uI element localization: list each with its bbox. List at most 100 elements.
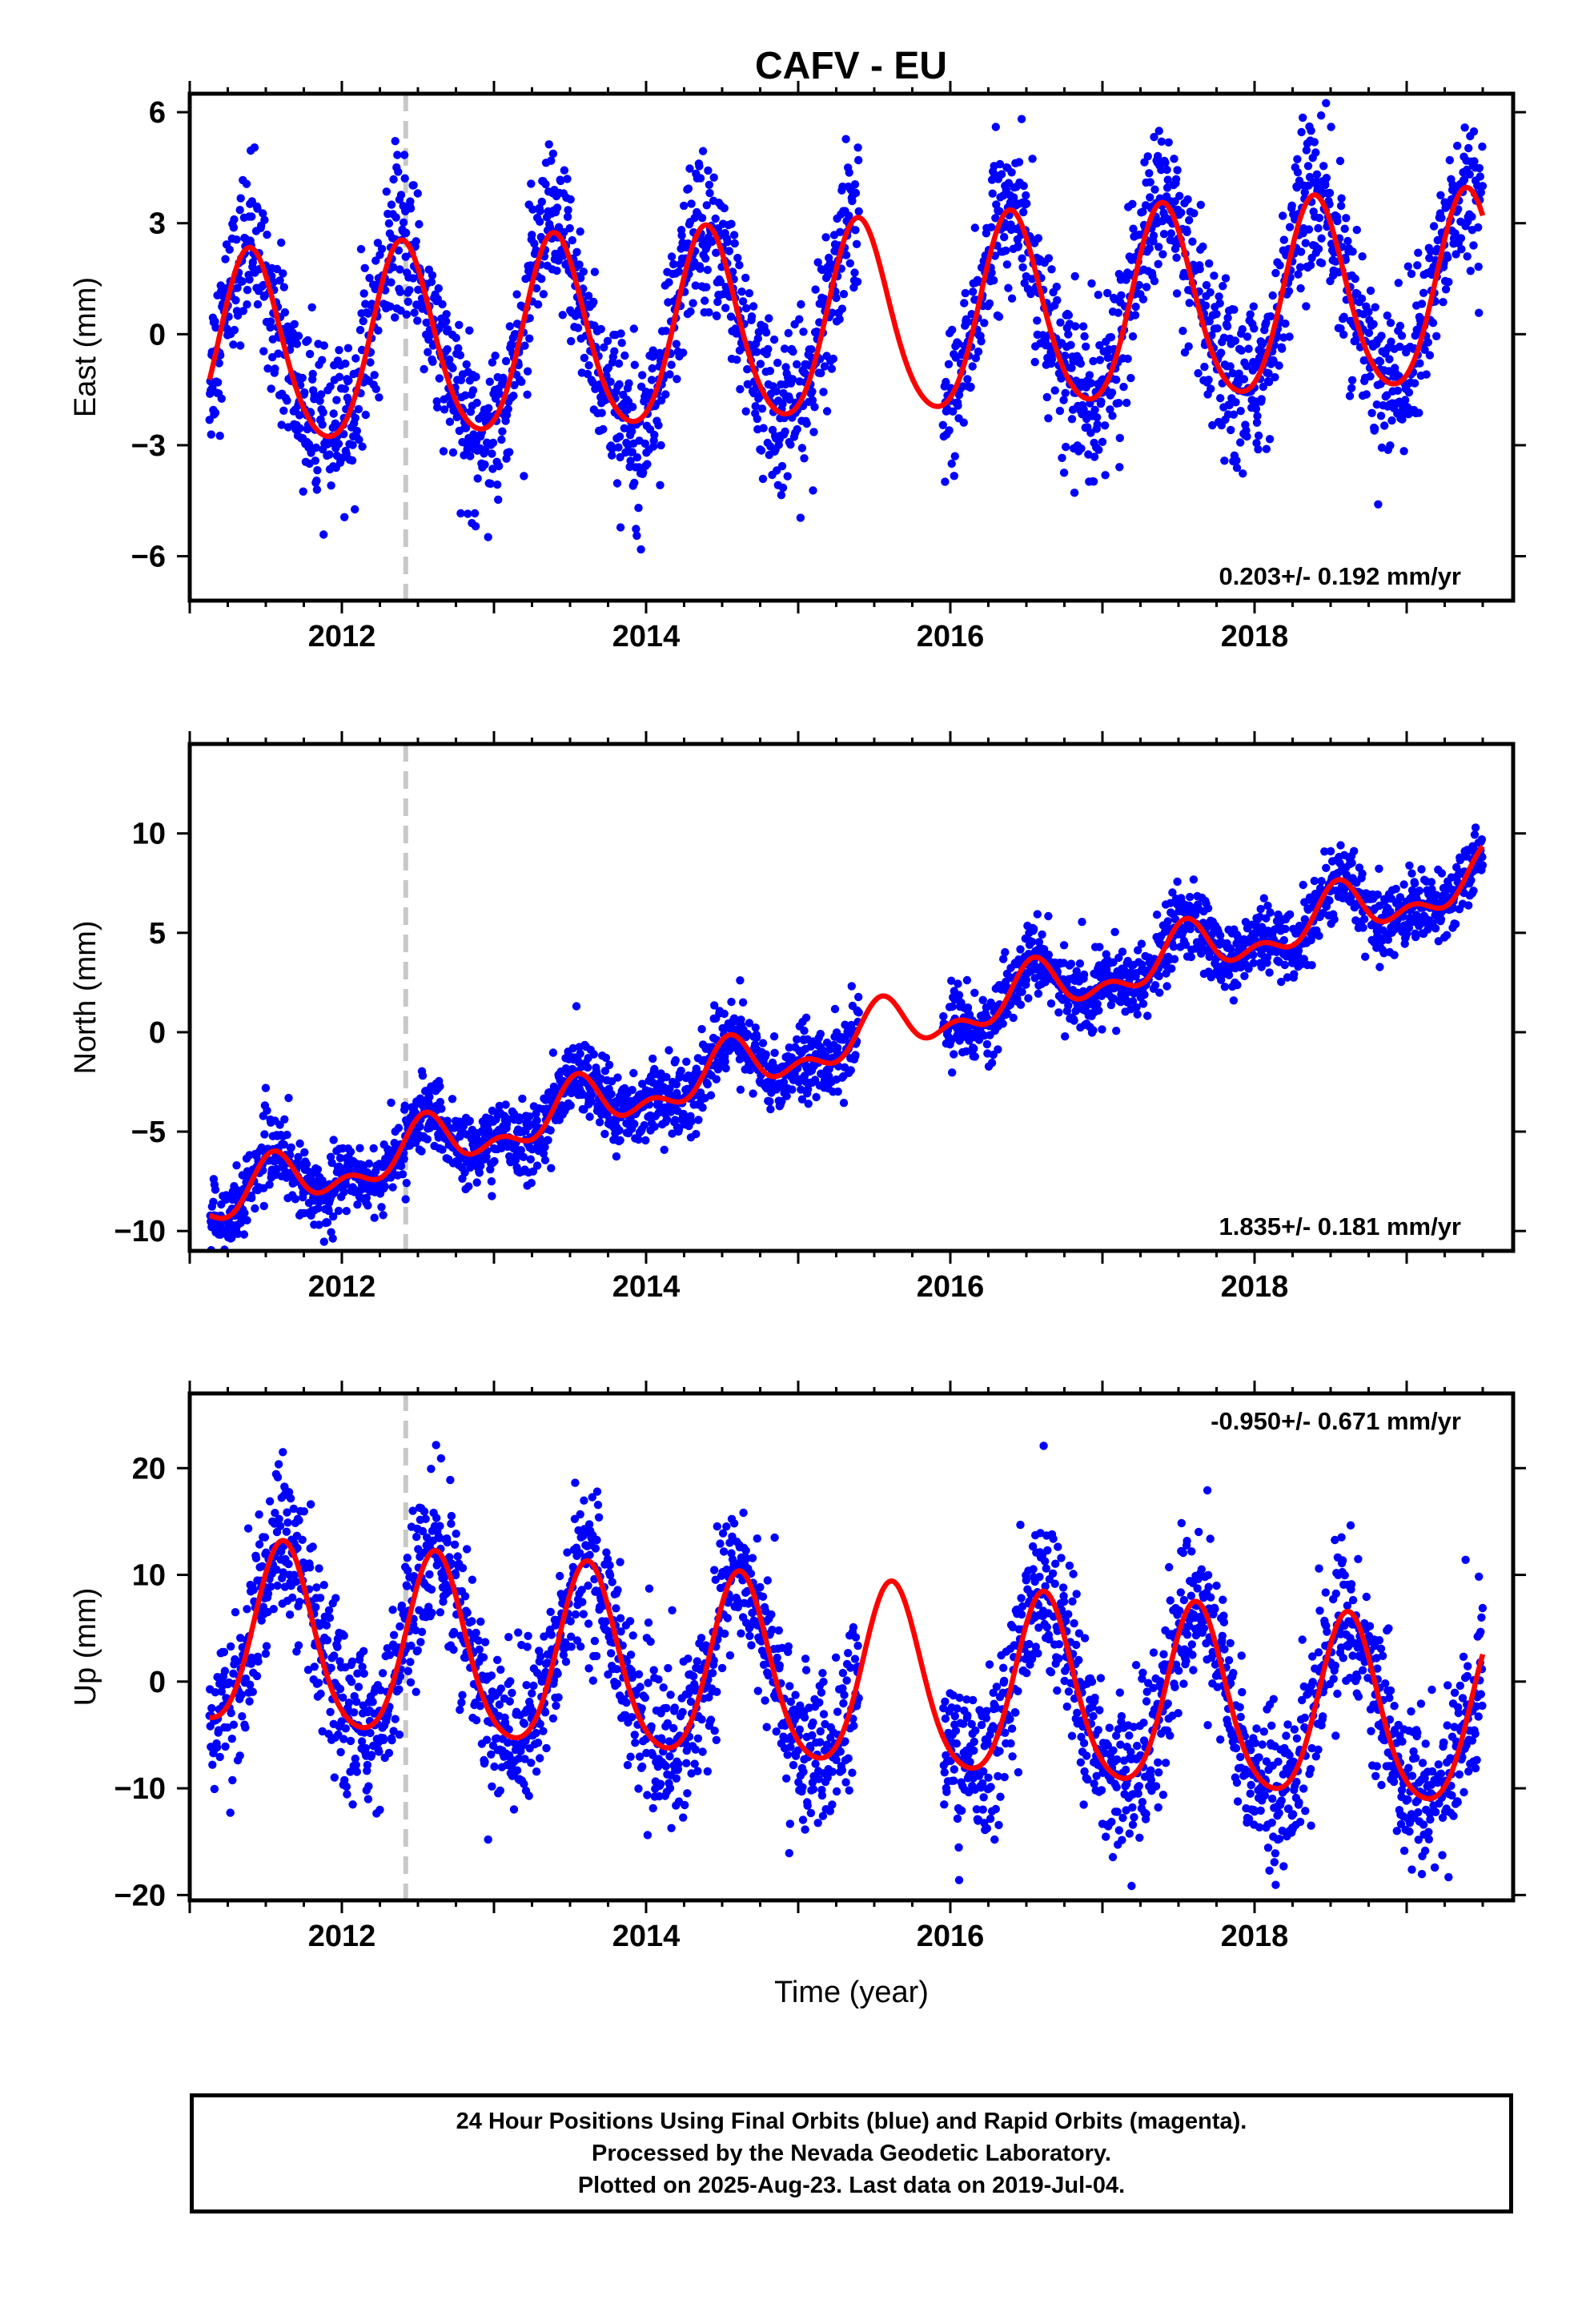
data-point [442,310,451,319]
y-tick-label: 3 [149,207,166,241]
data-point [709,173,718,182]
data-point [1122,398,1131,408]
data-point [1457,245,1466,254]
data-point [229,340,238,349]
data-point [741,407,750,416]
data-point [400,174,409,183]
data-point [945,426,954,435]
data-point [523,367,532,376]
data-point [1215,299,1224,308]
data-point [640,1120,648,1130]
data-point [665,370,674,379]
data-point [980,319,989,328]
data-point [547,156,556,165]
data-point [438,1145,447,1154]
data-point [726,312,736,321]
data-point [772,387,781,396]
data-point [1054,1008,1063,1017]
data-point [629,324,638,333]
data-point [751,1023,760,1032]
data-point [243,285,252,295]
data-point [1075,959,1085,968]
data-point [628,403,637,412]
data-point [404,297,412,306]
data-point [1326,846,1335,856]
data-point [1034,234,1043,243]
data-point [494,495,503,505]
data-point [335,346,343,355]
data-point [493,480,502,489]
data-point [757,446,766,455]
data-point [589,297,598,307]
data-point [1292,183,1302,192]
data-point [505,448,514,456]
data-point [584,361,593,370]
data-point [1095,341,1104,350]
data-point [563,175,572,183]
data-point [207,430,215,439]
data-point [1201,301,1211,310]
data-point [566,1101,575,1110]
data-point [1331,257,1340,266]
data-point [1122,275,1130,284]
data-point [1465,170,1475,179]
data-point [1371,303,1379,312]
data-point [1040,945,1049,954]
data-point [970,988,979,998]
data-point [409,181,418,190]
data-point [773,358,782,368]
data-point [1100,421,1110,430]
data-point [1207,384,1215,393]
data-point [1275,261,1284,270]
data-point [713,297,722,307]
data-point [461,424,471,432]
data-point [741,273,750,283]
data-point [399,218,408,227]
data-point [1094,291,1103,300]
data-point [544,140,553,149]
data-point [1398,415,1407,424]
data-point [375,393,383,402]
data-point [580,353,589,363]
data-point [641,1136,650,1145]
data-point [360,263,369,272]
data-point [1317,259,1327,267]
data-point [334,1206,343,1216]
data-point [1018,987,1026,996]
data-point [948,325,957,335]
data-point [1414,248,1423,257]
data-point [1375,864,1383,874]
data-point [1259,339,1267,348]
data-point [725,247,734,255]
data-point [1152,911,1162,919]
data-point [1154,243,1163,251]
y-tick-label: 0 [149,318,166,352]
data-point [340,513,349,521]
data-point [1150,132,1158,142]
data-point [853,143,862,152]
data-point [1004,283,1013,292]
data-point [1312,177,1321,186]
data-point [1460,175,1469,184]
data-point [1022,199,1031,208]
data-point [260,1130,269,1139]
data-point [841,251,851,259]
data-point [1022,975,1031,984]
data-point [1393,386,1403,395]
data-point [1150,981,1160,990]
data-point [211,317,219,326]
data-point [1453,141,1462,151]
data-point [960,299,969,308]
data-point [1167,964,1176,973]
data-point [1327,123,1335,131]
data-point [1001,947,1010,957]
data-point [1230,305,1239,314]
data-point [351,413,359,423]
data-point [1234,379,1243,388]
data-point [1337,194,1346,203]
data-point [1436,191,1445,199]
data-point [1233,980,1242,990]
data-point [816,1029,825,1039]
data-point [475,1168,484,1177]
data-point [954,991,964,999]
